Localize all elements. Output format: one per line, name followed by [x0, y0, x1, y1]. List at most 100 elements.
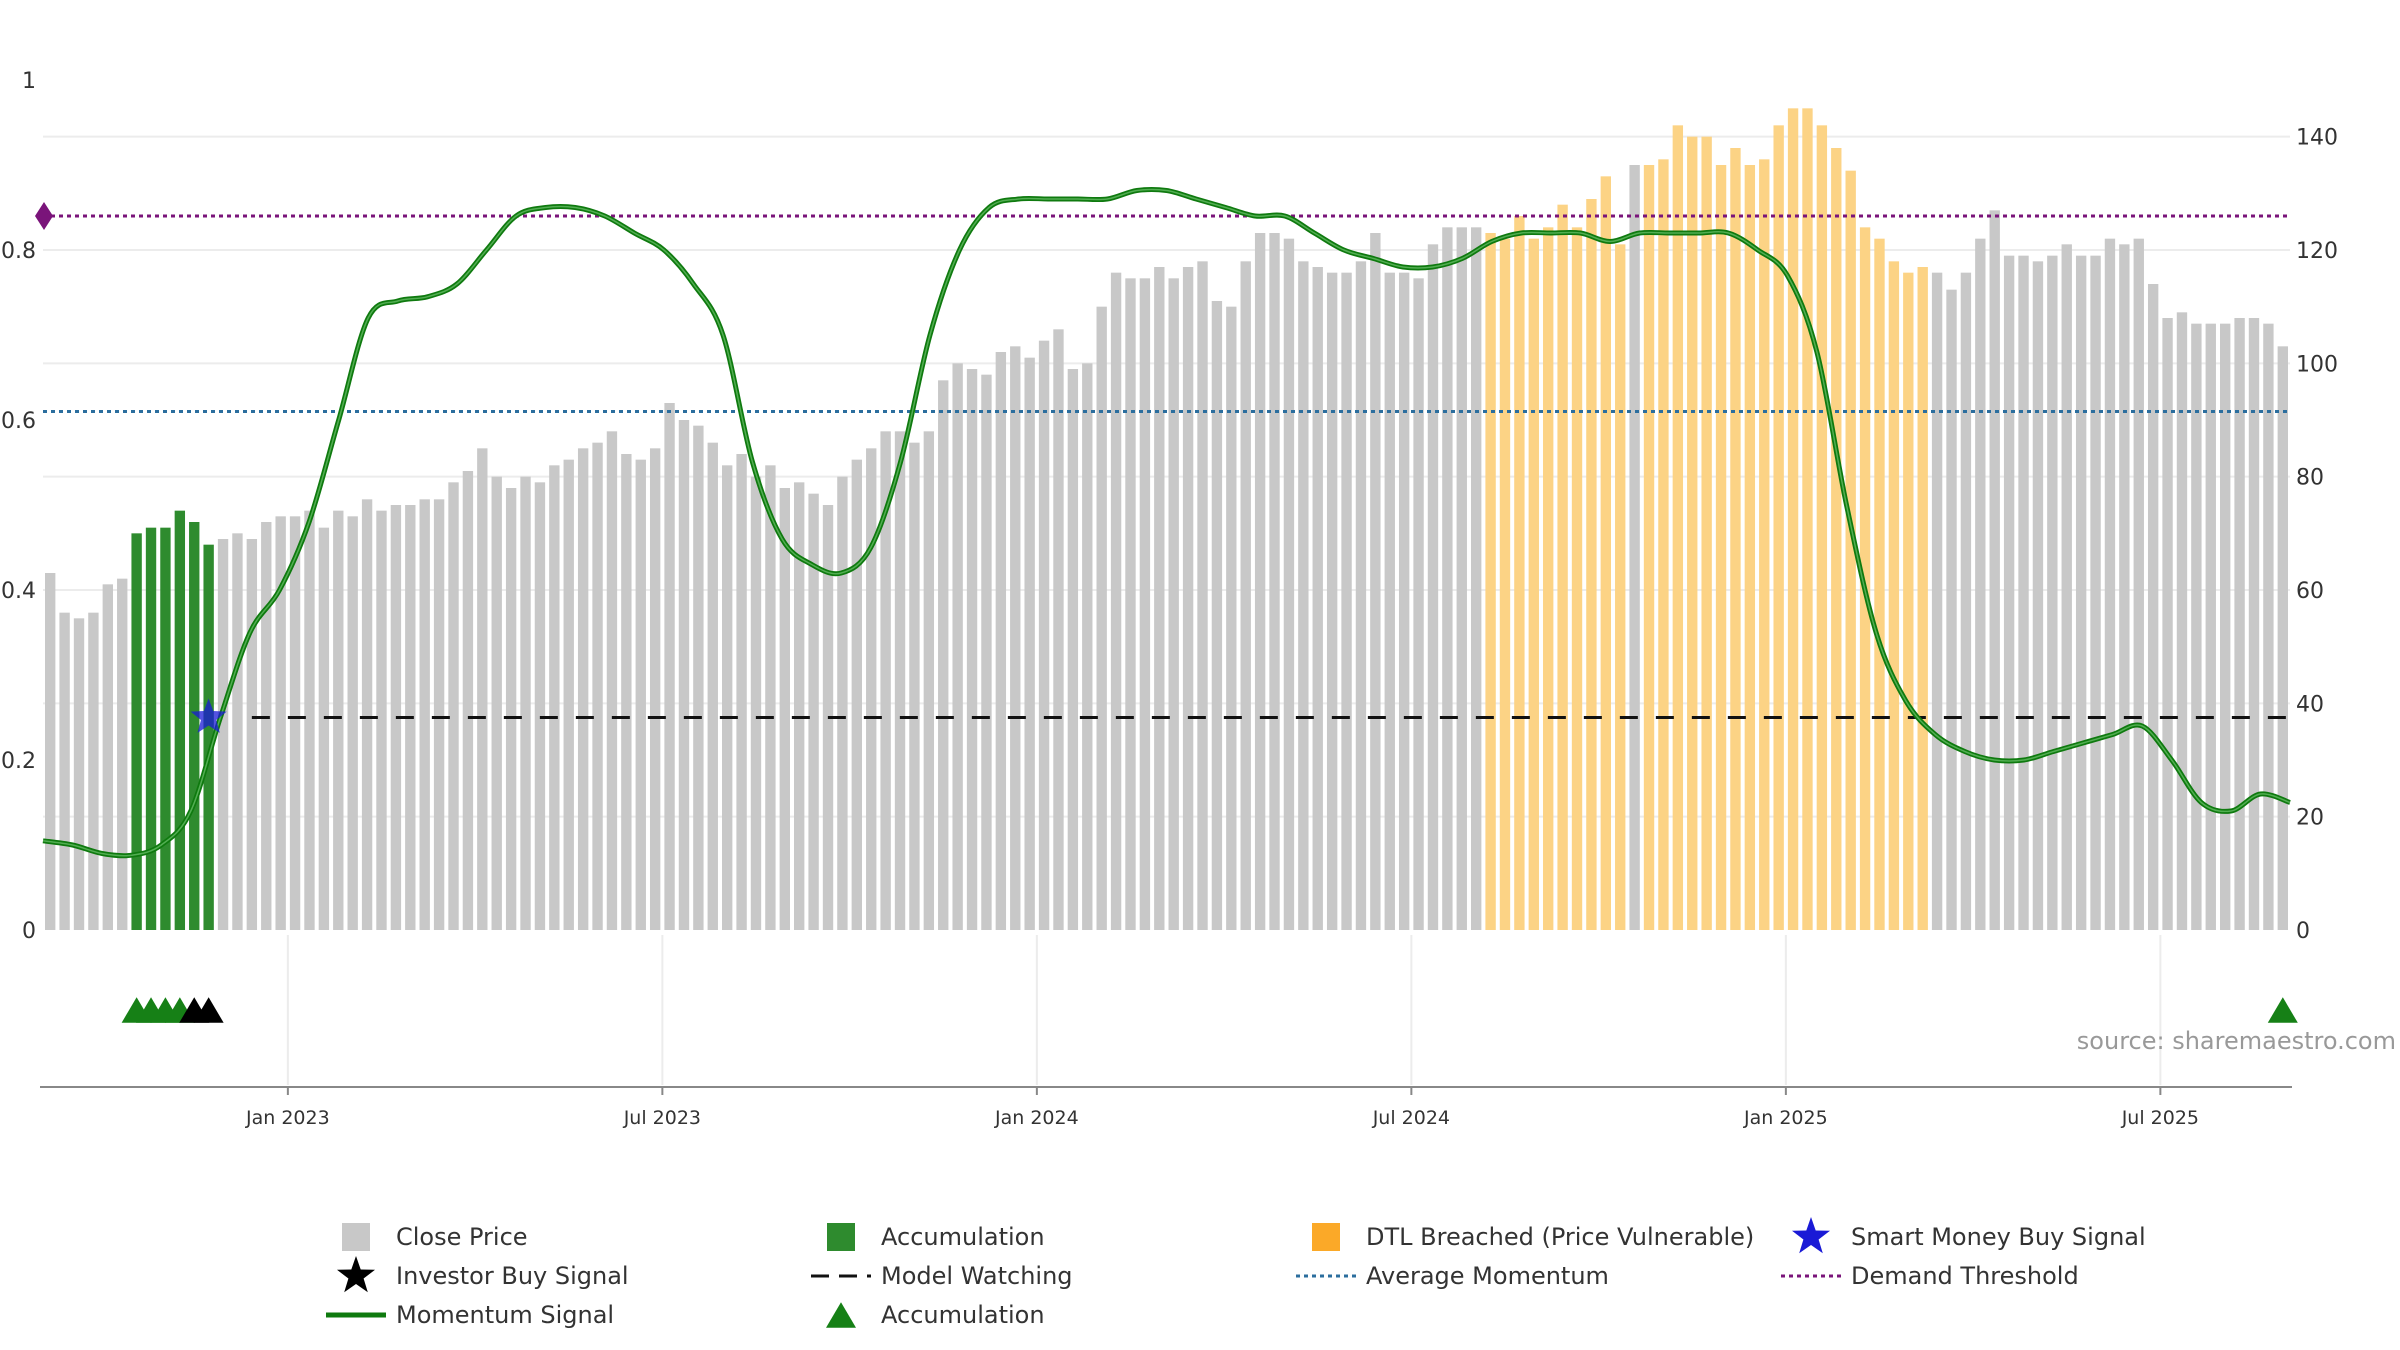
legend-label-1: Accumulation [881, 1223, 1045, 1251]
legend-label-3: Smart Money Buy Signal [1851, 1223, 2146, 1251]
reference-lines [35, 202, 2290, 719]
bar-dtl-125 [1845, 170, 1856, 930]
bar-close-60 [909, 442, 920, 930]
bar-close-19 [318, 527, 330, 930]
legend-label-4: Investor Buy Signal [396, 1262, 629, 1290]
bar-close-70 [1053, 329, 1064, 930]
bar-close-65 [981, 374, 992, 931]
right-tick-60: 60 [2296, 579, 2324, 604]
bar-close-81 [1211, 301, 1223, 930]
bar-dtl-109 [1615, 244, 1626, 931]
legend-label-0: Close Price [396, 1223, 528, 1251]
bar-close-76 [1139, 278, 1151, 930]
legend-swatch-3 [1792, 1217, 1830, 1254]
bar-close-28 [448, 482, 459, 930]
bar-dtl-112 [1658, 159, 1669, 931]
bar-close-53 [808, 493, 819, 930]
bar-dtl-103 [1528, 238, 1539, 930]
momentum-line-highlight [42, 188, 2291, 857]
bar-close-138 [2032, 261, 2044, 930]
bar-dtl-122 [1802, 108, 1813, 931]
bar-close-71 [1067, 369, 1079, 930]
bar-acc-8 [160, 527, 171, 930]
bar-close-40 [621, 454, 632, 930]
bar-close-12 [217, 539, 229, 930]
bar-close-22 [361, 499, 373, 930]
bar-close-0 [45, 573, 56, 930]
legend-item-7: Demand Threshold [1781, 1262, 2079, 1290]
bar-close-99 [1470, 227, 1482, 931]
bar-dtl-127 [1874, 238, 1885, 930]
bar-close-90 [1341, 272, 1352, 931]
bar-close-37 [577, 448, 589, 930]
bar-close-83 [1240, 261, 1251, 930]
right-tick-80: 80 [2296, 466, 2324, 491]
bar-close-33 [520, 476, 531, 930]
bar-close-79 [1182, 267, 1194, 930]
bar-close-15 [261, 522, 272, 930]
legend-item-1: Accumulation [827, 1223, 1045, 1251]
legend-item-4: Investor Buy Signal [337, 1256, 629, 1293]
bar-close-32 [505, 488, 517, 930]
bar-close-31 [491, 476, 502, 930]
bar-close-73 [1096, 306, 1107, 931]
legend-label-9: Accumulation [881, 1301, 1045, 1329]
bar-close-85 [1269, 233, 1280, 930]
bar-dtl-130 [1917, 267, 1928, 930]
right-tick-120: 120 [2296, 239, 2338, 264]
bar-close-93 [1384, 272, 1395, 931]
bar-dtl-104 [1543, 227, 1554, 931]
bar-acc-6 [131, 533, 142, 930]
x-tick-label-4: Jan 2025 [1743, 1107, 1828, 1129]
bar-close-59 [894, 431, 906, 930]
bar-dtl-113 [1672, 125, 1684, 931]
smart-money-buy-signal-marker [190, 698, 227, 733]
bar-close-39 [606, 431, 618, 930]
bar-close-74 [1110, 272, 1122, 931]
bar-close-110 [1629, 165, 1640, 930]
bar-close-89 [1326, 272, 1338, 931]
x-tick-label-2: Jan 2024 [994, 1107, 1079, 1129]
bar-dtl-123 [1816, 125, 1828, 931]
bar-close-29 [462, 471, 474, 930]
bar-dtl-118 [1744, 165, 1756, 930]
bar-close-144 [2119, 244, 2130, 931]
bar-close-13 [232, 533, 243, 930]
bar-close-42 [649, 448, 661, 930]
legend-label-7: Demand Threshold [1851, 1262, 2079, 1290]
legend-item-6: Average Momentum [1296, 1262, 1609, 1290]
source-label: source: sharemaestro.com [2077, 1027, 2396, 1055]
bar-close-47 [721, 465, 733, 930]
legend-swatch-4 [337, 1256, 375, 1293]
bar-close-69 [1038, 340, 1050, 931]
accumulation-marker-155 [2267, 997, 2298, 1023]
left-tick-1: 1 [22, 69, 36, 94]
bar-dtl-101 [1499, 238, 1511, 930]
bar-close-16 [275, 516, 286, 930]
bar-dtl-114 [1687, 136, 1698, 930]
bar-close-62 [938, 380, 949, 930]
bar-dtl-115 [1701, 136, 1712, 930]
bar-close-92 [1370, 233, 1381, 930]
right-tick-40: 40 [2296, 692, 2324, 717]
bar-close-97 [1442, 227, 1453, 931]
bar-close-87 [1298, 261, 1309, 930]
bar-close-139 [2047, 255, 2058, 930]
bar-close-147 [2162, 318, 2173, 930]
legend-item-8: Momentum Signal [326, 1301, 614, 1329]
legend-swatch-1 [827, 1223, 855, 1251]
bar-close-72 [1082, 363, 1093, 930]
signal-markers [121, 698, 2298, 1023]
right-tick-140: 140 [2296, 126, 2338, 151]
bar-dtl-126 [1859, 227, 1871, 931]
bar-acc-10 [189, 522, 200, 930]
bar-close-36 [563, 459, 574, 930]
bar-close-23 [376, 510, 387, 930]
bar-close-61 [923, 431, 935, 930]
bar-dtl-107 [1586, 199, 1597, 930]
bar-acc-11 [203, 544, 214, 930]
investor-buy-marker-11 [193, 997, 224, 1023]
x-tick-label-1: Jul 2023 [623, 1107, 701, 1129]
bar-close-142 [2090, 255, 2101, 930]
bar-close-136 [2003, 255, 2015, 930]
